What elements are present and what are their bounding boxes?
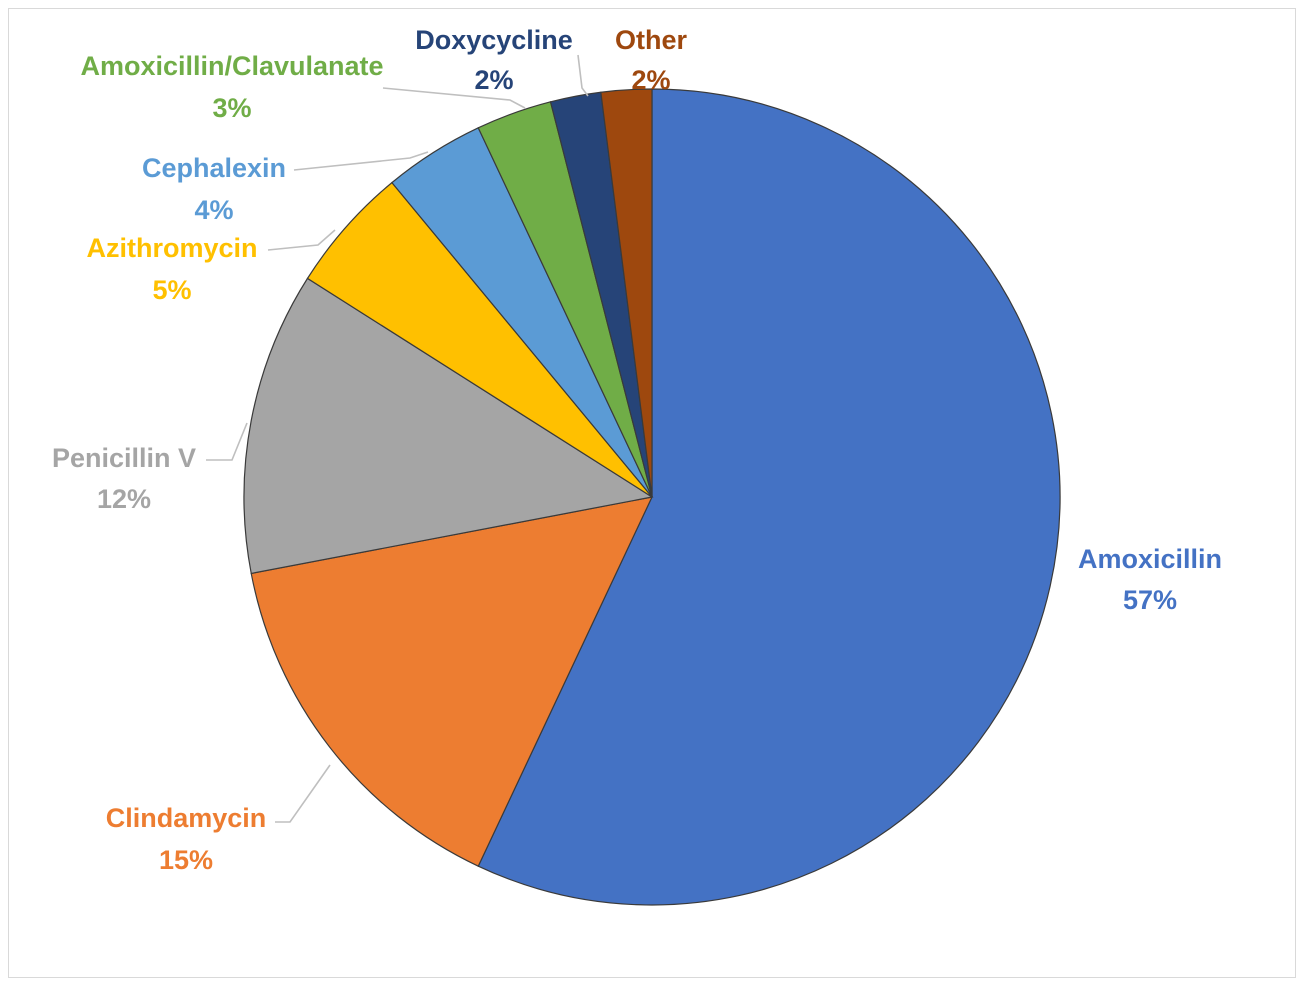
data-label-value-amoxicillin: 57% <box>1123 585 1177 615</box>
pie-slice-other <box>600 88 653 498</box>
data-label-name-cephalexin: Cephalexin <box>142 153 286 183</box>
data-label-value-amoxicillin-clavulanate: 3% <box>212 93 251 123</box>
data-label-name-doxycycline: Doxycycline <box>415 25 573 55</box>
data-label-name-amoxicillin: Amoxicillin <box>1078 544 1222 574</box>
leader-line-amoxicillin-clavulanate <box>382 87 526 109</box>
data-label-value-azithromycin: 5% <box>152 275 191 305</box>
data-label-name-penicillin-v: Penicillin V <box>52 443 196 473</box>
leader-line-clindamycin <box>275 764 331 823</box>
leader-line-doxycycline <box>577 54 589 97</box>
data-label-name-amoxicillin-clavulanate: Amoxicillin/Clavulanate <box>80 51 383 81</box>
labels-layer: Amoxicillin 57% Clindamycin 15% Penicillin V… <box>52 25 1222 875</box>
leaders-layer <box>206 54 589 823</box>
leader-line-penicillin-v <box>206 422 248 461</box>
pie-slice-clindamycin <box>250 496 654 867</box>
data-label-value-other: 2% <box>631 65 670 95</box>
data-label-value-clindamycin: 15% <box>159 845 213 875</box>
leader-line-cephalexin <box>293 151 429 171</box>
leader-line-azithromycin <box>267 229 336 251</box>
data-label-name-azithromycin: Azithromycin <box>86 233 257 263</box>
data-label-name-other: Other <box>615 25 688 55</box>
data-label-value-doxycycline: 2% <box>474 65 513 95</box>
data-label-name-clindamycin: Clindamycin <box>106 803 267 833</box>
data-label-value-cephalexin: 4% <box>194 195 233 225</box>
data-label-value-penicillin-v: 12% <box>97 484 151 514</box>
pie-slice-amoxicillin <box>477 88 1061 906</box>
pie-slice-penicillin-v <box>243 277 654 575</box>
slices-layer <box>243 88 1061 906</box>
